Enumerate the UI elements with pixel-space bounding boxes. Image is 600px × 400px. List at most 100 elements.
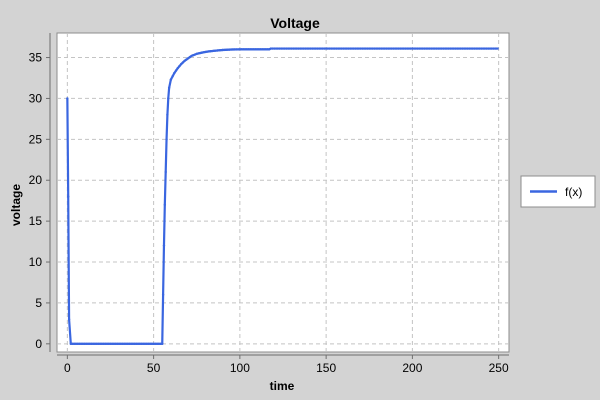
series-point	[300, 47, 304, 50]
series-point	[381, 47, 385, 50]
series-point	[186, 57, 190, 60]
x-axis-label: time	[270, 379, 295, 393]
series-point	[424, 47, 428, 50]
legend: f(x)	[520, 175, 596, 208]
series-point	[255, 48, 259, 51]
series-point	[252, 48, 255, 51]
series-point	[166, 113, 169, 116]
series-point	[129, 342, 133, 346]
series-point	[359, 47, 362, 50]
series-point	[364, 47, 368, 50]
axes: 0 50 100 150 200 250 0 5 10 15 20 25 30 35	[29, 33, 509, 375]
series-point	[247, 48, 250, 51]
series-point	[73, 342, 76, 346]
series-point	[318, 47, 321, 50]
series-point	[387, 47, 390, 50]
series-point	[217, 49, 221, 52]
series-point	[145, 342, 148, 346]
series-point	[97, 342, 100, 346]
series-point	[221, 48, 224, 52]
series-point	[185, 58, 188, 61]
series-point	[295, 47, 298, 50]
series-point	[393, 47, 397, 50]
series-point	[176, 66, 179, 70]
series-point	[86, 342, 90, 346]
series-point	[437, 47, 440, 50]
series-point	[79, 342, 83, 346]
series-point	[292, 47, 295, 50]
series-point	[362, 47, 366, 50]
series-point	[411, 47, 414, 50]
series-point	[402, 47, 405, 50]
series-point	[163, 203, 167, 206]
series-point	[459, 47, 462, 50]
x-tick-label: 0	[64, 361, 71, 375]
series-point	[342, 47, 345, 50]
series-point	[230, 48, 233, 51]
series-point	[180, 62, 183, 66]
series-point	[480, 47, 483, 50]
series-point	[371, 47, 374, 50]
series-point	[116, 342, 119, 346]
series-point	[445, 47, 449, 50]
series-point	[83, 342, 86, 346]
series-point	[90, 342, 93, 346]
series-point	[442, 47, 445, 50]
series-point	[481, 47, 485, 50]
series-point	[74, 342, 78, 346]
series-point	[350, 47, 354, 50]
series-point	[159, 342, 162, 346]
series-point	[93, 342, 97, 346]
series-point	[297, 47, 300, 50]
series-point	[412, 47, 416, 50]
series-point	[233, 48, 236, 51]
series-point	[321, 47, 324, 50]
series-point	[286, 47, 290, 50]
series-point	[167, 86, 171, 90]
series-point	[395, 47, 399, 50]
series-point	[431, 47, 435, 50]
series-point	[399, 47, 402, 50]
series-point	[433, 47, 437, 50]
series-point	[302, 47, 305, 50]
series-point	[447, 47, 450, 50]
series-point	[450, 47, 454, 50]
series-point	[136, 342, 140, 346]
series-point	[236, 48, 240, 51]
plot-area	[56, 32, 510, 353]
series-point	[333, 47, 336, 50]
series-point	[392, 47, 395, 50]
series-point	[66, 97, 69, 100]
series-point	[492, 47, 495, 50]
series-point	[314, 47, 317, 50]
series-point	[124, 342, 128, 346]
series-point	[494, 47, 497, 50]
series-point	[416, 47, 419, 50]
series-point	[249, 48, 252, 51]
series-point	[164, 170, 167, 174]
series-point	[183, 59, 186, 63]
series-point	[135, 342, 138, 346]
series-point	[88, 342, 91, 346]
series-point	[374, 47, 378, 50]
y-axis-label: voltage	[9, 184, 23, 226]
series-point	[288, 47, 292, 50]
series-point	[361, 47, 364, 50]
series-point	[71, 342, 74, 346]
series-point	[257, 48, 261, 51]
series-point	[85, 342, 88, 346]
series-point	[380, 47, 383, 50]
series-point	[428, 47, 431, 50]
series-point	[165, 138, 168, 141]
series-point	[456, 47, 459, 50]
series-point	[154, 342, 157, 346]
series-point	[238, 48, 242, 51]
series-point	[316, 47, 319, 50]
y-tick-label: 25	[29, 132, 43, 146]
series-point	[369, 47, 373, 50]
series-point	[452, 47, 455, 50]
series-point	[404, 47, 407, 50]
series-point	[373, 47, 376, 50]
legend-label-f-x: f(x)	[565, 185, 582, 199]
series-point	[254, 48, 257, 51]
